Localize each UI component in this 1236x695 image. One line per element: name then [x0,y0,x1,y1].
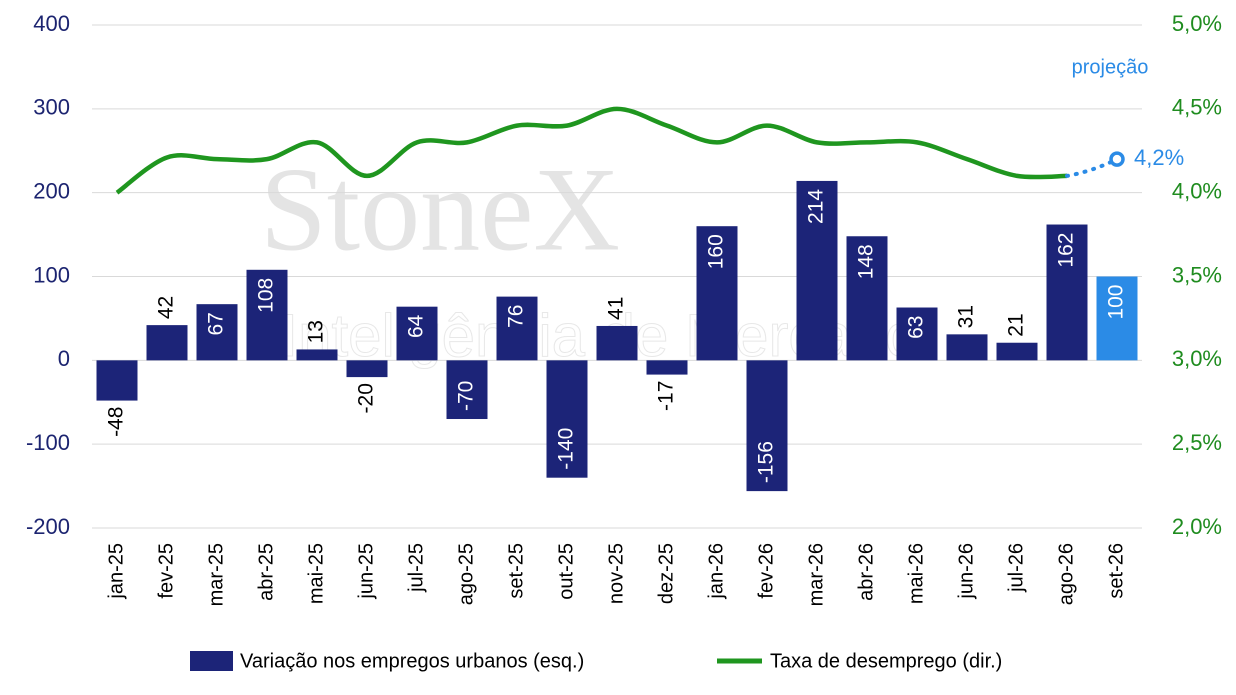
bar [1096,276,1138,361]
x-tick-label: abr-25 [255,543,277,601]
y-tick-label: -200 [26,514,70,539]
x-tick-label: fev-26 [755,543,777,599]
bar-value-label: -17 [655,381,678,411]
bar [296,349,338,361]
y-tick-label: 400 [33,11,70,36]
bar-value-label: 108 [255,278,278,313]
projection-point [1109,151,1125,167]
y-tick-label: -100 [26,430,70,455]
bar [546,360,588,478]
bar [746,360,788,492]
line [115,106,1068,195]
bar-value-label: 148 [855,244,878,279]
x-tick-label: jul-25 [405,543,427,593]
legend-label: Taxa de desemprego (dir.) [770,650,1002,672]
x-tick-label: jun-25 [355,543,377,600]
y2-tick-label: 4,5% [1172,95,1222,120]
bar [146,325,188,361]
y2-tick-label: 4,0% [1172,178,1222,203]
bar [96,360,138,401]
bar [696,226,738,361]
bar [346,360,388,378]
x-tick-label: abr-26 [855,543,877,601]
x-tick-label: set-26 [1105,543,1127,599]
bar-value-label: 214 [805,189,828,224]
bar-value-label: -156 [755,441,778,483]
x-tick-label: set-25 [505,543,527,599]
bar [1046,224,1088,361]
bar [946,334,988,361]
bar [996,342,1038,361]
bar-value-label: 41 [605,297,628,320]
bar-value-label: 64 [405,314,428,338]
bar-value-label: -140 [555,428,578,470]
bar [646,360,688,375]
x-tick-label: jun-26 [955,543,977,600]
x-tick-label: mai-26 [905,543,927,604]
bar [496,296,538,361]
bar [596,325,638,361]
y2-tick-label: 5,0% [1172,11,1222,36]
bar [246,269,288,361]
x-tick-label: jan-26 [705,543,727,600]
bar-value-label: 100 [1105,285,1128,320]
x-tick-label: dez-25 [655,543,677,604]
x-tick-label: fev-25 [155,543,177,599]
x-tick-label: jul-26 [1005,543,1027,593]
bar [196,304,238,361]
bar [896,307,938,361]
x-tick-label: mai-25 [305,543,327,604]
x-tick-label: ago-26 [1055,543,1077,605]
bar-value-label: 67 [205,312,228,335]
x-tick-label: ago-25 [455,543,477,605]
watermark: StoneX [260,143,620,276]
y2-tick-label: 2,0% [1172,514,1222,539]
bar-value-label: 160 [705,234,728,269]
x-tick-label: out-25 [555,543,577,600]
bar-value-label: 21 [1005,313,1028,336]
legend-swatch [190,651,233,671]
bar-value-label: 31 [955,305,978,328]
bar-value-label: 162 [1055,233,1078,268]
bar-value-label: -70 [455,381,478,411]
x-tick-label: nov-25 [605,543,627,604]
bar [396,306,438,361]
bar-value-label: 13 [305,320,328,343]
x-tick-label: jan-25 [105,543,127,600]
bar [846,236,888,361]
bar-value-label: 63 [905,316,928,339]
projection-value-label: 4,2% [1134,145,1184,170]
y2-tick-label: 3,5% [1172,262,1222,287]
projection-line [1065,157,1119,178]
bar-value-label: -20 [355,383,378,413]
bar-value-label: -48 [105,407,128,437]
y-tick-label: 0 [58,346,70,371]
y-tick-label: 200 [33,178,70,203]
projection-label: projeção [1072,56,1149,78]
y-tick-label: 300 [33,95,70,120]
y2-tick-label: 2,5% [1172,430,1222,455]
bar-value-label: 42 [155,296,178,319]
bar [446,360,488,420]
legend-label: Variação nos empregos urbanos (esq.) [240,650,584,672]
x-tick-label: mar-25 [205,543,227,606]
y2-tick-label: 3,0% [1172,346,1222,371]
y-tick-label: 100 [33,262,70,287]
bar [796,180,838,361]
bar-value-label: 76 [505,305,528,328]
x-tick-label: mar-26 [805,543,827,606]
